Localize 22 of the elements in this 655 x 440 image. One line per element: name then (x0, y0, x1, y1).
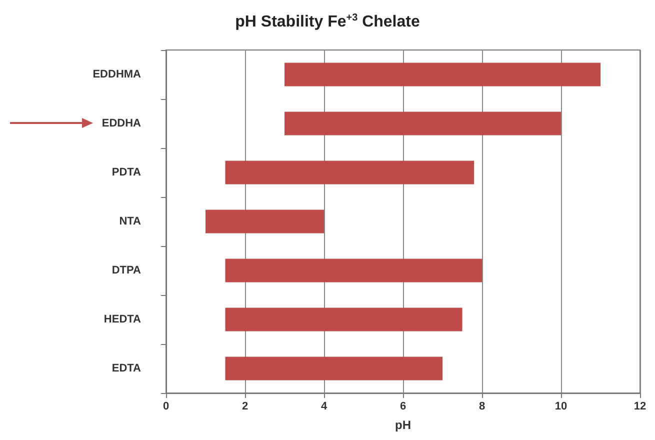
x-tick-label: 12 (634, 400, 646, 412)
x-tick-label: 4 (320, 400, 328, 412)
bar (225, 258, 482, 282)
bar (284, 62, 600, 86)
bar (284, 112, 561, 136)
x-tick-label: 8 (478, 400, 486, 412)
y-tick-label: EDDHMA (92, 68, 142, 80)
y-tick-label: HEDTA (104, 314, 142, 326)
x-tick-label: 10 (554, 400, 568, 412)
y-tick-label: EDTA (112, 362, 142, 374)
y-tick-label: NTA (119, 216, 142, 228)
x-axis-title: pH (395, 418, 411, 432)
bar (225, 308, 462, 332)
x-tick-label: 0 (162, 400, 170, 412)
x-tick-label: 2 (242, 400, 248, 412)
x-tick-label: 6 (400, 400, 406, 412)
bar (206, 210, 324, 234)
y-tick-label: EDDHA (102, 118, 142, 130)
bar (225, 356, 442, 380)
bar (225, 160, 474, 184)
y-tick-label: PDTA (112, 166, 142, 178)
y-tick-label: DTPA (112, 264, 142, 276)
